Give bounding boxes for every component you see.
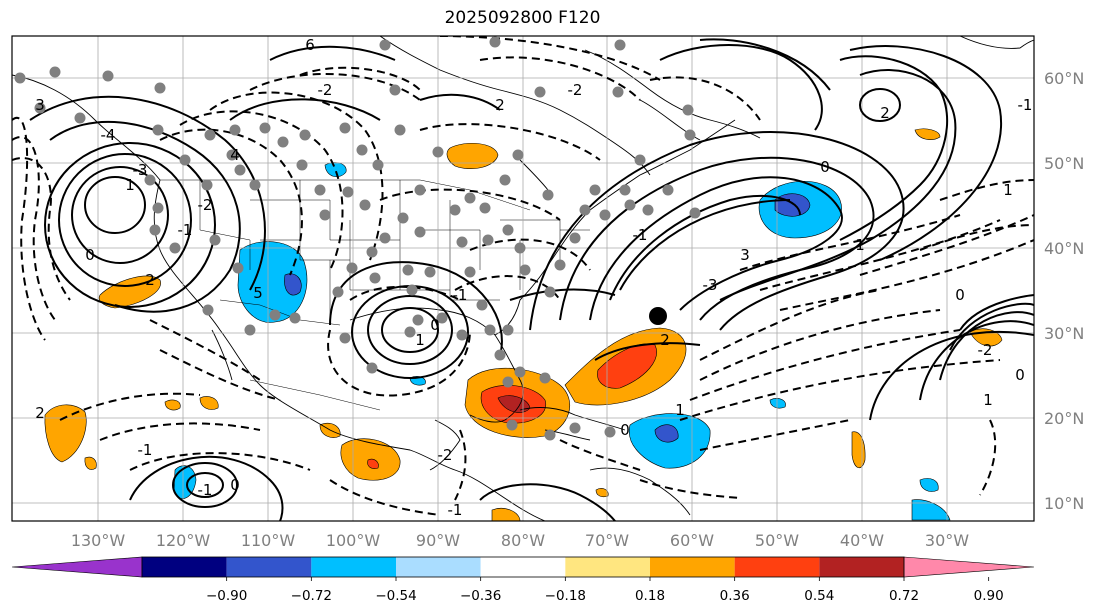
colorbar [11, 556, 1035, 578]
lon-tick-label: 120°W [156, 531, 211, 550]
colorbar-segment [819, 557, 904, 577]
colorbar-segment [650, 557, 735, 577]
lat-tick-label: 10°N [1044, 494, 1084, 513]
lon-tick-label: 130°W [71, 531, 126, 550]
contour-label: 2 [660, 331, 670, 349]
map-title: 2025092800 F120 [444, 8, 601, 28]
contour-label: 3 [35, 96, 45, 114]
contour-label: -1 [198, 481, 213, 499]
contour-label: -2 [978, 341, 993, 359]
contour-label: 1 [1003, 181, 1013, 199]
contour-label: 1 [415, 331, 425, 349]
contour-label: 6 [305, 36, 315, 54]
contour-label: 2 [880, 104, 890, 122]
solid-contours [29, 38, 1034, 521]
highlight-station-marker [649, 307, 667, 325]
colorbar-segment [396, 557, 481, 577]
lon-tick-label: 50°W [755, 531, 799, 550]
colorbar-tick-label: 0.18 [635, 588, 665, 604]
contour-label: 5 [253, 284, 263, 302]
contour-label: -3 [133, 161, 148, 179]
lat-tick-label: 40°N [1044, 239, 1084, 258]
contour-label: 0 [620, 421, 630, 439]
colorbar-tick-label: −0.90 [206, 588, 247, 604]
contour-label: -2 [198, 196, 213, 214]
contour-label: 2 [35, 404, 45, 422]
colorbar-segment [226, 557, 312, 577]
colorbar-tick-label: 0.36 [720, 588, 750, 604]
colorbar-high-extension [903, 556, 1035, 578]
contour-label: 1 [983, 391, 993, 409]
contour-label: 2 [145, 271, 155, 289]
lon-tick-label: 70°W [585, 531, 629, 550]
lon-tick-label: 30°W [925, 531, 969, 550]
contour-label: -1 [1018, 96, 1033, 114]
colorbar-segment [565, 557, 650, 577]
contour-label: -1 [178, 221, 193, 239]
contour-label: 0 [85, 246, 95, 264]
colorbar-tick-label: −0.36 [460, 588, 501, 604]
contour-label: 4 [230, 146, 240, 164]
colorbar-segment [734, 557, 820, 577]
colorbar-frame [141, 556, 905, 578]
shaded-anomalies [44, 128, 1003, 521]
lat-tick-label: 30°N [1044, 324, 1084, 343]
contour-label: 0 [1015, 366, 1025, 384]
lon-tick-label: 60°W [670, 531, 714, 550]
colorbar-tick-label: −0.18 [545, 588, 586, 604]
colorbar-tick-label: −0.72 [291, 588, 332, 604]
contour-label: 0 [820, 158, 830, 176]
lon-tick-label: 40°W [840, 531, 884, 550]
contour-label: -2 [318, 81, 333, 99]
contour-label: 0 [955, 286, 965, 304]
contour-labels: -4-3-2-10123456-2-10123-3-2-101210-1-201… [35, 36, 1032, 519]
lon-tick-label: 100°W [326, 531, 381, 550]
contour-label: -4 [101, 126, 116, 144]
colorbar-tick-label: −0.54 [375, 588, 416, 604]
contour-label: -3 [703, 276, 718, 294]
lat-tick-label: 50°N [1044, 154, 1084, 173]
contour-label: 2 [495, 96, 505, 114]
lon-tick-label: 110°W [241, 531, 296, 550]
colorbar-segment [142, 557, 227, 577]
colorbar-low-extension [11, 556, 143, 578]
colorbar-ticks: −0.90 −0.72 −0.54 −0.36 −0.18 0.18 0.36 0.54 0.7… [206, 577, 1004, 604]
contour-label: 3 [740, 246, 750, 264]
colorbar-tick-label: 0.54 [804, 588, 834, 604]
colorbar-tick-label: 0.72 [889, 588, 919, 604]
contour-label: 0 [230, 476, 240, 494]
contour-label: -1 [633, 226, 648, 244]
colorbar-segment [311, 557, 396, 577]
contour-label: -2 [438, 446, 453, 464]
colorbar-segment [480, 557, 566, 577]
longitude-ticks: 130°W 120°W 110°W 100°W 90°W 80°W 70°W 60°W 50°W… [71, 531, 969, 550]
dashed-contours [12, 36, 1034, 516]
map-frame [11, 35, 1035, 522]
colorbar-tick-label: 0.90 [974, 588, 1004, 604]
lon-tick-label: 90°W [416, 531, 460, 550]
lat-tick-label: 60°N [1044, 69, 1084, 88]
lon-tick-label: 80°W [501, 531, 545, 550]
contour-label: -1 [138, 441, 153, 459]
contour-label: -1 [448, 501, 463, 519]
contour-label: 1 [855, 236, 865, 254]
contour-label: 0 [430, 316, 440, 334]
contour-label: 1 [125, 176, 135, 194]
contour-label: -2 [568, 81, 583, 99]
latitude-ticks: 60°N 50°N 40°N 30°N 20°N 10°N [1044, 69, 1084, 513]
map-panel [12, 36, 1034, 521]
station-markers [14, 36, 701, 441]
contour-label: 1 [675, 401, 685, 419]
contour-label: -1 [453, 286, 468, 304]
lat-tick-label: 20°N [1044, 409, 1084, 428]
